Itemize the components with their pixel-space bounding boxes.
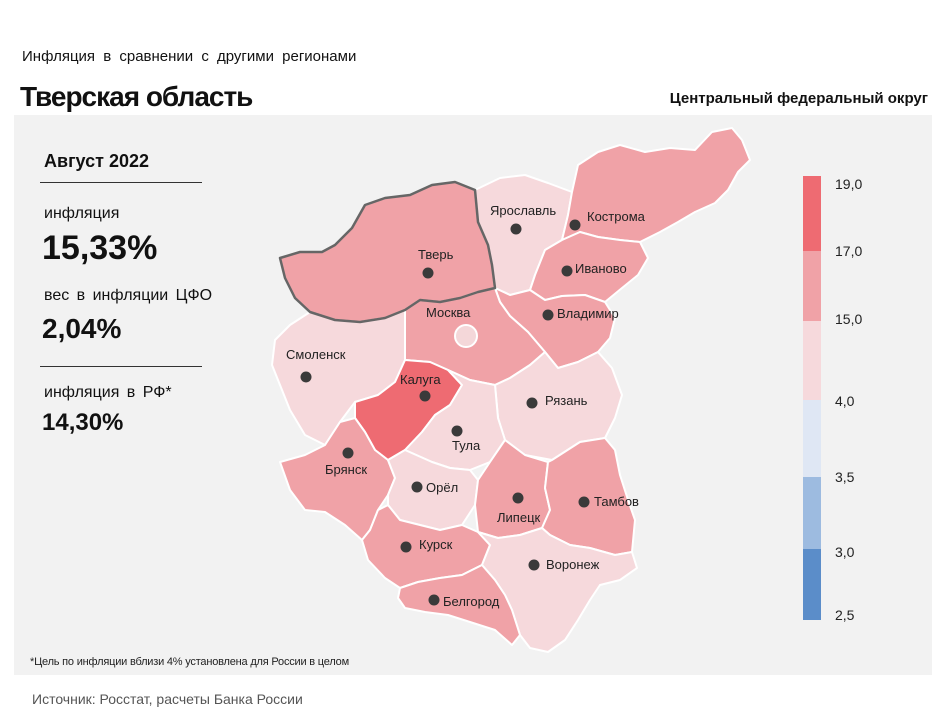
region-label-ryazan: Рязань [545, 393, 588, 408]
region-label-kursk: Курск [419, 537, 453, 552]
region-kostroma[interactable] [561, 127, 751, 243]
district-title: Центральный федеральный округ [669, 90, 928, 107]
legend-band-4-15 [803, 321, 821, 400]
region-label-vladimir: Владимир [557, 306, 619, 321]
region-label-tula: Тула [452, 438, 481, 453]
region-title: Тверская область [20, 81, 253, 112]
rf-inflation-value: 14,30% [42, 409, 124, 436]
divider-bottom [40, 366, 202, 367]
region-label-orel: Орёл [426, 480, 458, 495]
weight-value: 2,04% [42, 313, 122, 344]
period-label: Август 2022 [44, 151, 149, 171]
region-label-smolensk: Смоленск [286, 347, 346, 362]
region-label-moscow: Москва [426, 305, 471, 320]
footnote: *Цель по инфляции вблизи 4% установлена … [30, 656, 349, 668]
legend-band-3-5-4 [803, 400, 821, 477]
city-dot-tambov [578, 496, 590, 508]
city-dots [300, 219, 590, 606]
legend-tick-3-5: 3,5 [835, 469, 855, 485]
inflation-value: 15,33% [42, 229, 158, 267]
region-label-lipetsk: Липецк [497, 510, 541, 525]
city-dot-lipetsk [512, 492, 524, 504]
legend-tick-2-5: 2,5 [835, 607, 855, 623]
tver-highlight-outline [278, 180, 497, 324]
city-dot-kursk [400, 541, 412, 553]
city-dot-smolensk [300, 371, 312, 383]
divider-top [40, 182, 202, 183]
city-dot-ryazan [526, 397, 538, 409]
city-dot-tula [451, 425, 463, 437]
legend-tick-3: 3,0 [835, 544, 855, 560]
city-dot-orel [411, 481, 423, 493]
city-dot-ivanovo [561, 265, 573, 277]
chart-subtitle: Инфляция в сравнении с другими регионами [22, 48, 357, 65]
region-label-kostroma: Кострома [587, 209, 646, 224]
region-label-tver: Тверь [418, 247, 454, 262]
legend-band-15-17 [803, 251, 821, 321]
region-label-belgorod: Белгород [443, 594, 500, 609]
city-dot-belgorod [428, 594, 440, 606]
region-belgorod[interactable] [397, 564, 521, 646]
region-label-ivanovo: Иваново [575, 261, 627, 276]
inflation-label: инфляция [44, 205, 120, 222]
region-label-bryansk: Брянск [325, 462, 367, 477]
legend-band-3-3-5 [803, 477, 821, 549]
legend-tick-17: 17,0 [835, 243, 862, 259]
region-label-tambov: Тамбов [594, 494, 639, 509]
legend-color-scale [803, 176, 821, 620]
moscow-city-marker [454, 324, 478, 348]
region-label-yaroslavl: Ярославль [490, 203, 556, 218]
legend-tick-19: 19,0 [835, 176, 862, 192]
city-dot-yaroslavl [510, 223, 522, 235]
city-dot-kaluga [419, 390, 431, 402]
legend-tick-15: 15,0 [835, 311, 862, 327]
city-dot-tver [422, 267, 434, 279]
region-label-voronezh: Воронеж [546, 557, 600, 572]
legend-tick-4: 4,0 [835, 393, 855, 409]
legend-band-2-5-3 [803, 549, 821, 620]
source-note: Источник: Росстат, расчеты Банка России [32, 691, 303, 707]
city-dot-voronezh [528, 559, 540, 571]
city-dot-bryansk [342, 447, 354, 459]
weight-label: вес в инфляции ЦФО [44, 287, 213, 304]
region-label-kaluga: Калуга [400, 372, 441, 387]
city-dot-kostroma [569, 219, 581, 231]
rf-inflation-label: инфляция в РФ* [44, 384, 172, 401]
city-dot-vladimir [542, 309, 554, 321]
legend-band-17-19 [803, 176, 821, 251]
